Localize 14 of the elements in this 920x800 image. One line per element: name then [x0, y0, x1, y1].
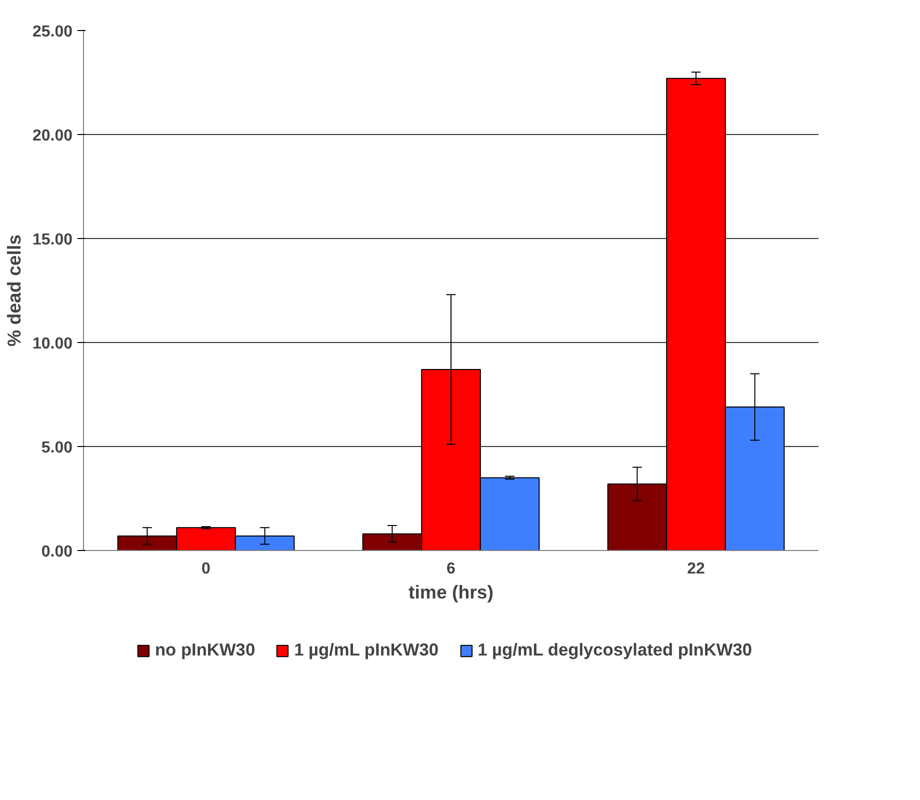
y-tick-label: 20.00: [32, 128, 73, 144]
x-tick-label: 22: [687, 560, 705, 578]
y-tick-label: 5.00: [41, 440, 73, 456]
x-tick-label: 6: [446, 560, 456, 578]
legend-label: 1 µg/mL pInKW30: [294, 640, 439, 660]
y-tick-label: 0.00: [41, 544, 73, 560]
x-axis-title: time (hrs): [408, 582, 494, 602]
y-tick-label: 25.00: [32, 24, 73, 40]
legend-label: no pInKW30: [154, 640, 256, 660]
y-axis-title: % dead cells: [3, 234, 24, 346]
y-tick-label: 15.00: [32, 232, 73, 248]
y-tick-label: 10.00: [32, 336, 73, 352]
x-tick-label: 0: [202, 560, 211, 578]
legend-label: 1 µg/mL deglycosylated pInKW30: [478, 640, 752, 660]
